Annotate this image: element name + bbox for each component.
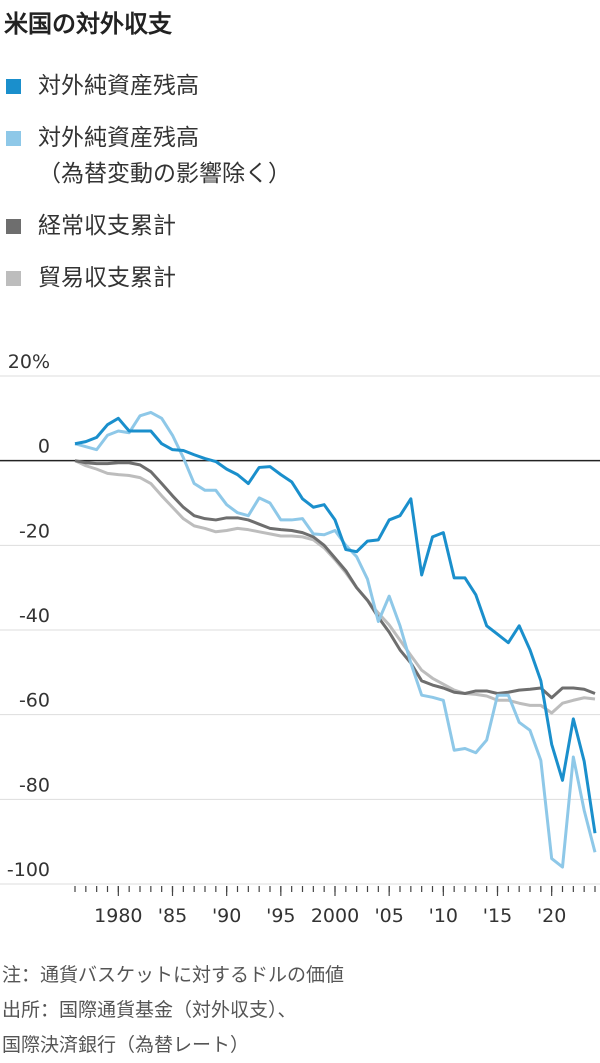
x-tick-label: '15 <box>483 905 512 927</box>
legend-swatch <box>6 79 21 94</box>
legend-item: 貿易収支累計 <box>6 260 291 296</box>
x-tick-label: '05 <box>374 905 403 927</box>
chart-title: 米国の対外収支 <box>4 10 172 38</box>
legend-swatch <box>6 219 21 234</box>
y-tick-label: -100 <box>7 859 50 881</box>
series-line <box>74 410 597 869</box>
legend: 対外純資産残高対外純資産残高 （為替変動の影響除く） 経常収支累計 貿易収支累計 <box>6 68 291 312</box>
y-tick-label: -40 <box>19 605 50 627</box>
legend-item: 対外純資産残高 （為替変動の影響除く） <box>6 120 291 192</box>
notes: 注：通貨バスケットに対するドルの価値 出所：国際通貨基金（対外収支）、 国際決済銀行… <box>2 958 344 1063</box>
x-tick-label: '10 <box>429 905 458 927</box>
y-tick-label: -20 <box>19 520 50 542</box>
y-tick-label: -80 <box>19 774 50 796</box>
x-tick-label: 1980 <box>94 905 142 927</box>
legend-swatch <box>6 271 21 286</box>
y-tick-label: -60 <box>19 690 50 712</box>
legend-label: 貿易収支累計 <box>38 265 176 291</box>
series-line <box>74 459 596 715</box>
legend-label: 対外純資産残高 （為替変動の影響除く） <box>38 125 291 187</box>
x-tick-label: '90 <box>212 905 241 927</box>
legend-label: 対外純資産残高 <box>38 73 199 99</box>
x-tick-label: '95 <box>266 905 295 927</box>
legend-item: 経常収支累計 <box>6 208 291 244</box>
legend-swatch <box>6 131 21 146</box>
x-tick-label: '85 <box>158 905 187 927</box>
note: 国際決済銀行（為替レート） <box>2 1034 250 1056</box>
x-tick-label: 2000 <box>311 905 359 927</box>
note: 注：通貨バスケットに対するドルの価値 <box>2 964 345 986</box>
legend-label: 経常収支累計 <box>38 213 176 239</box>
note: 出所：国際通貨基金（対外収支）、 <box>2 999 297 1021</box>
y-tick-label: 0 <box>38 436 50 458</box>
legend-item: 対外純資産残高 <box>6 68 291 104</box>
series-line <box>74 416 597 834</box>
y-tick-label: 20% <box>8 351 50 373</box>
x-tick-label: '20 <box>537 905 566 927</box>
series-line <box>74 459 596 700</box>
